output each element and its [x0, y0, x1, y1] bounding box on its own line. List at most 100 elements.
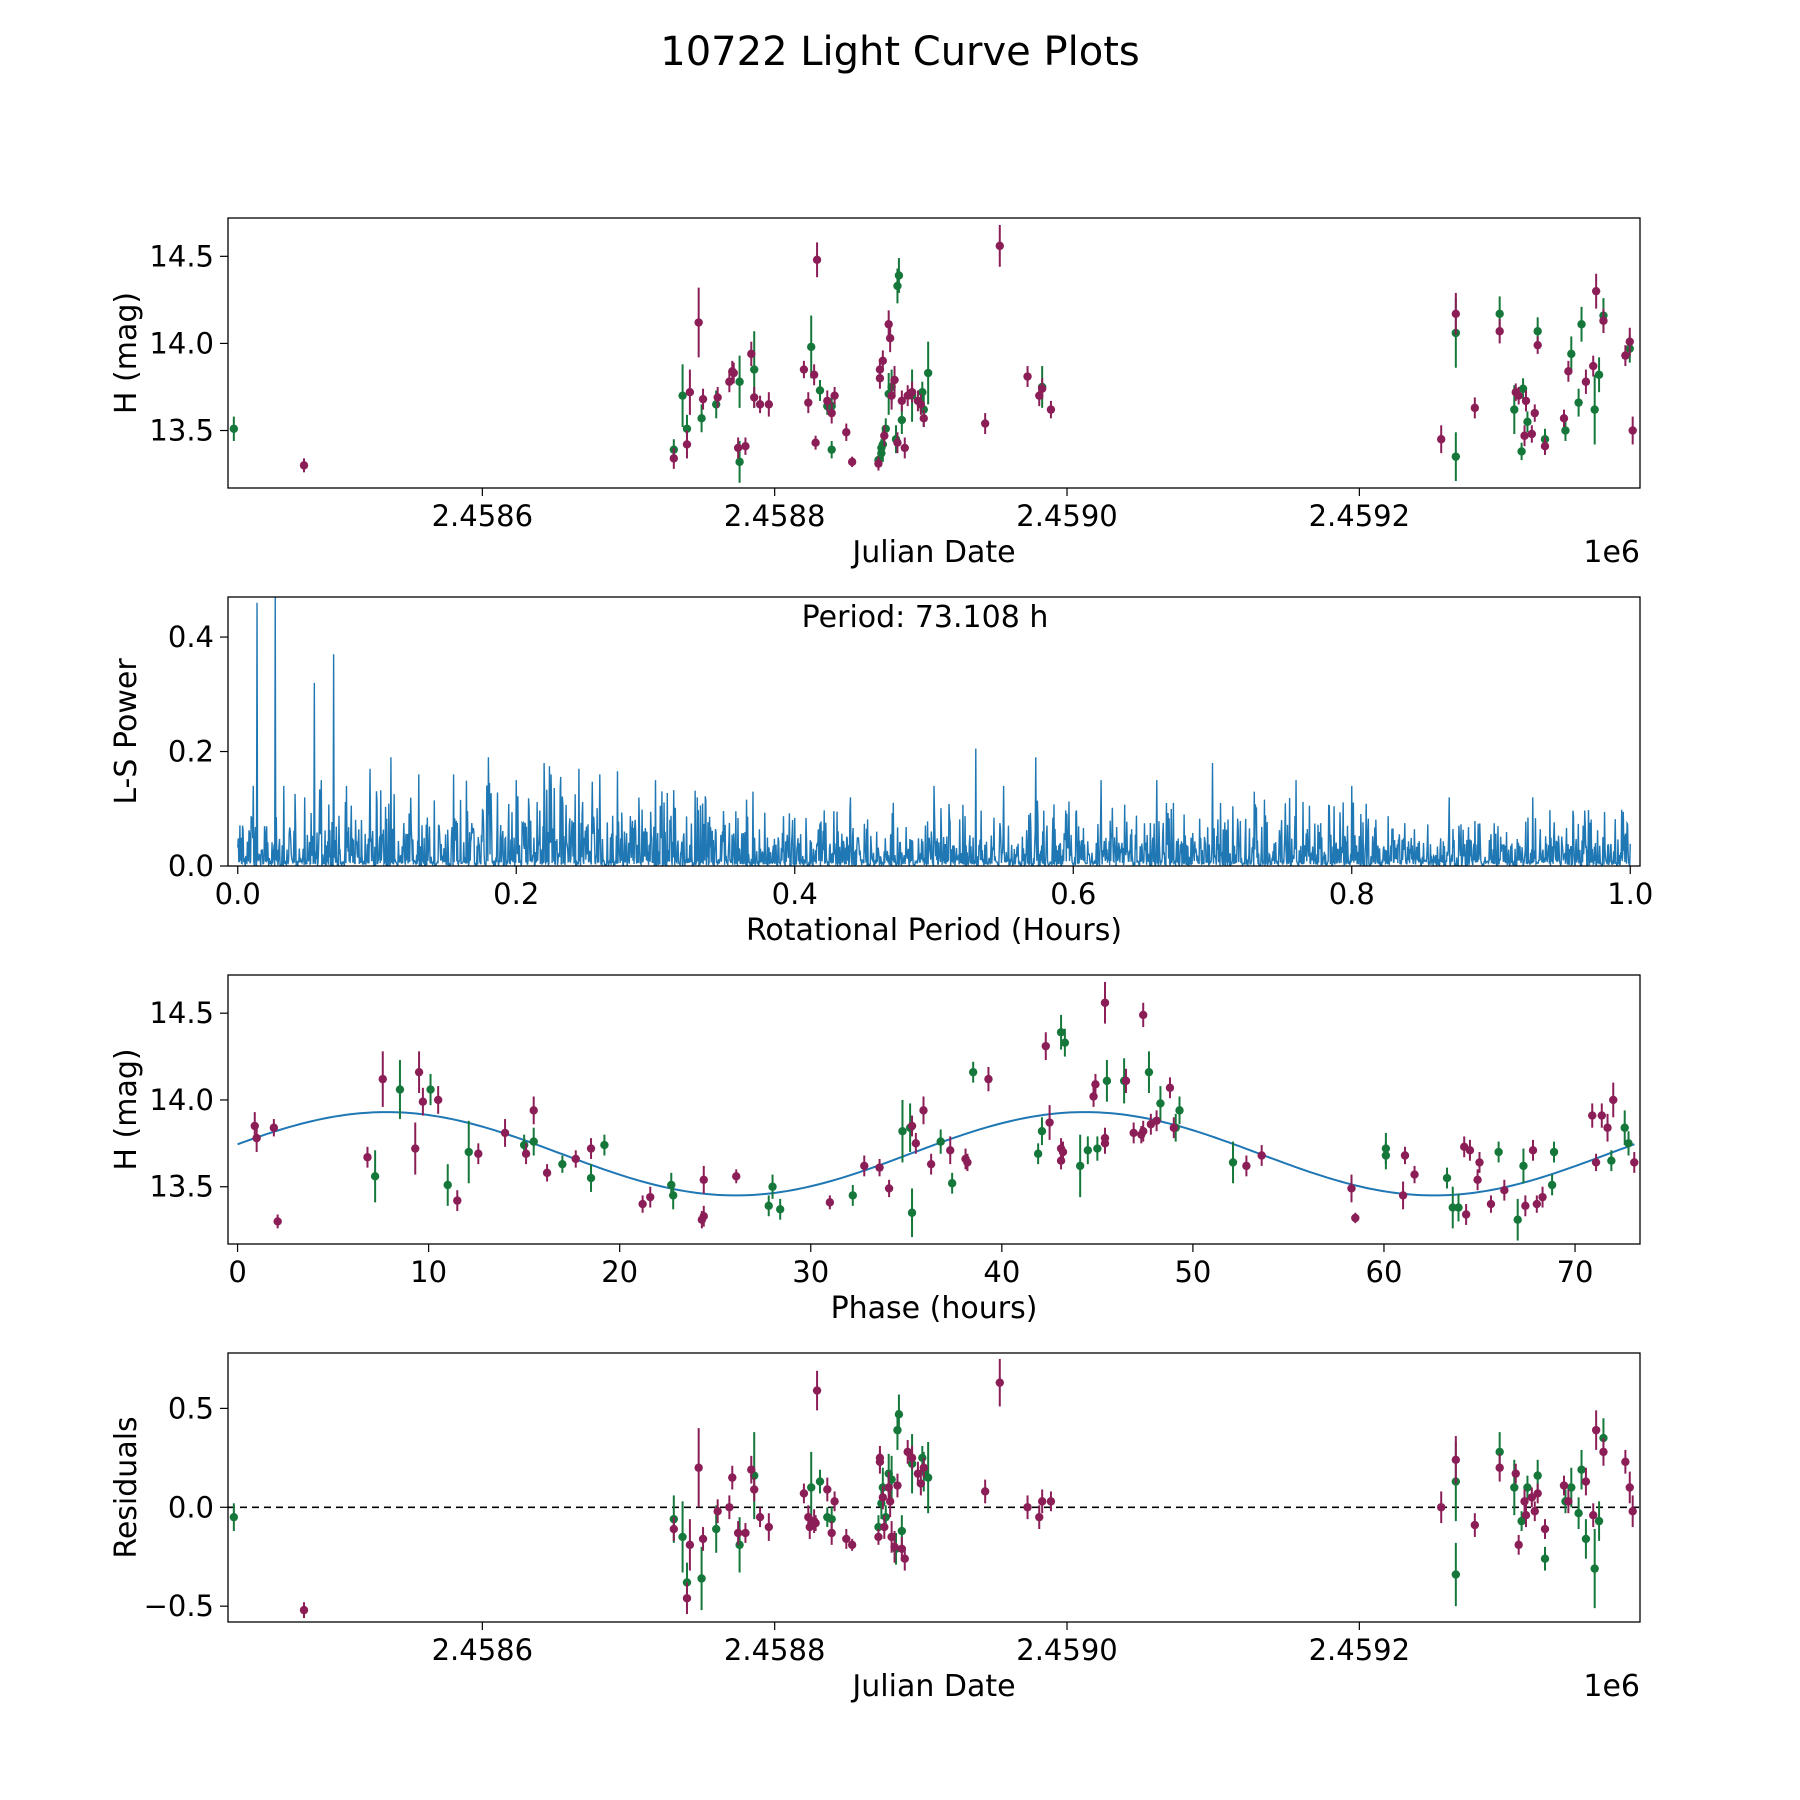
- data-point: [812, 255, 822, 265]
- data-point: [1609, 1095, 1618, 1105]
- data-point: [1046, 1497, 1056, 1506]
- x-tick-label: 2.4586: [432, 1633, 533, 1667]
- data-point: [586, 1173, 596, 1183]
- data-point: [1121, 1076, 1131, 1086]
- data-point: [1521, 1510, 1531, 1520]
- data-point: [725, 1503, 734, 1512]
- data-point: [947, 1179, 957, 1188]
- data-point: [1495, 327, 1504, 336]
- x-axis-label: Rotational Period (Hours): [746, 913, 1122, 948]
- y-tick-label: 0.2: [168, 735, 214, 769]
- data-point: [900, 1554, 909, 1563]
- data-point: [1486, 1199, 1496, 1209]
- panel-residuals: 2.4586 2.4588 2.4590 2.4592 −0.5 0.0 0.5 Julian…: [109, 1352, 1641, 1704]
- data-point: [1056, 1028, 1066, 1037]
- data-point: [1023, 372, 1032, 381]
- data-point: [363, 1153, 372, 1162]
- panels-container: 2.4586 2.4588 2.4590 2.4592 13.5 14.0 14.5 Juli…: [109, 217, 1653, 1704]
- data-point: [764, 1201, 773, 1211]
- data-point: [1621, 1457, 1630, 1466]
- data-point: [1461, 1210, 1471, 1219]
- y-tick-label: 0.5: [168, 1391, 214, 1425]
- data-point: [1521, 396, 1531, 406]
- data-point: [1549, 1147, 1559, 1157]
- data-point: [250, 1121, 259, 1131]
- data-point: [1451, 309, 1461, 319]
- data-point: [893, 438, 902, 447]
- data-point: [907, 1208, 917, 1217]
- data-point: [875, 1457, 885, 1466]
- data-point: [1035, 1512, 1044, 1522]
- data-point: [411, 1144, 420, 1153]
- data-point: [682, 1594, 692, 1603]
- data-point: [713, 1507, 722, 1516]
- data-point: [418, 1097, 428, 1106]
- data-point: [827, 408, 836, 418]
- x-tick-label: 50: [1174, 1255, 1211, 1289]
- data-point: [918, 1453, 927, 1463]
- x-axis-label: Phase (hours): [831, 1291, 1038, 1326]
- data-point: [464, 1147, 473, 1157]
- data-point: [898, 1126, 907, 1136]
- data-point: [735, 457, 744, 467]
- data-point: [825, 1198, 835, 1207]
- data-point: [1521, 1201, 1530, 1211]
- data-point: [713, 393, 722, 402]
- data-point: [750, 1485, 759, 1494]
- data-point: [1547, 1180, 1557, 1190]
- data-point: [678, 391, 687, 400]
- data-point: [1517, 1516, 1526, 1526]
- y-axis-label: H (mag): [109, 292, 144, 414]
- data-point: [1530, 1507, 1539, 1516]
- x-axis-label: Julian Date: [850, 1669, 1015, 1704]
- data-point: [1058, 1147, 1068, 1157]
- plot-area: [237, 597, 1631, 866]
- data-point: [1599, 1447, 1608, 1457]
- data-point: [1589, 361, 1598, 371]
- data-point: [1577, 1465, 1586, 1474]
- data-point: [669, 1524, 679, 1534]
- data-point: [1540, 1554, 1550, 1563]
- data-point: [229, 1512, 239, 1522]
- x-tick-label: 2.4590: [1016, 499, 1117, 533]
- data-point: [728, 1473, 737, 1482]
- data-point: [1519, 1161, 1528, 1171]
- data-point: [875, 374, 885, 383]
- data-point: [884, 1184, 894, 1193]
- y-tick-label: 14.5: [149, 996, 214, 1030]
- x-tick-label: 0.4: [772, 877, 818, 911]
- data-point: [984, 1074, 993, 1084]
- x-tick-label: 20: [601, 1255, 638, 1289]
- data-point: [733, 1528, 743, 1538]
- data-point: [1624, 1139, 1633, 1148]
- data-point: [529, 1137, 538, 1146]
- data-point: [529, 1106, 538, 1115]
- y-axis-label: H (mag): [109, 1048, 144, 1170]
- data-point: [1100, 998, 1110, 1007]
- data-point: [1581, 1477, 1591, 1486]
- series-magenta: [299, 1358, 1637, 1619]
- data-point: [1514, 391, 1523, 400]
- data-point: [1437, 435, 1446, 444]
- y-axis-label: Residuals: [109, 1416, 144, 1558]
- data-point: [874, 1532, 883, 1542]
- data-point: [1533, 1489, 1542, 1498]
- x-offset-label: 1e6: [1583, 1669, 1640, 1704]
- data-point: [1381, 1144, 1391, 1153]
- data-point: [894, 271, 904, 280]
- data-point: [916, 1479, 926, 1488]
- data-point: [735, 377, 744, 386]
- x-tick-label: 30: [792, 1255, 829, 1289]
- data-point: [685, 1540, 695, 1550]
- data-point: [1041, 1041, 1050, 1051]
- data-point: [918, 387, 927, 397]
- data-point: [885, 1497, 895, 1506]
- data-point: [747, 349, 756, 359]
- data-point: [698, 394, 708, 404]
- data-point: [1625, 1483, 1634, 1492]
- data-point: [1510, 405, 1519, 414]
- data-point: [1514, 1540, 1523, 1550]
- y-tick-label: 13.5: [149, 414, 214, 448]
- data-point: [1533, 1471, 1542, 1480]
